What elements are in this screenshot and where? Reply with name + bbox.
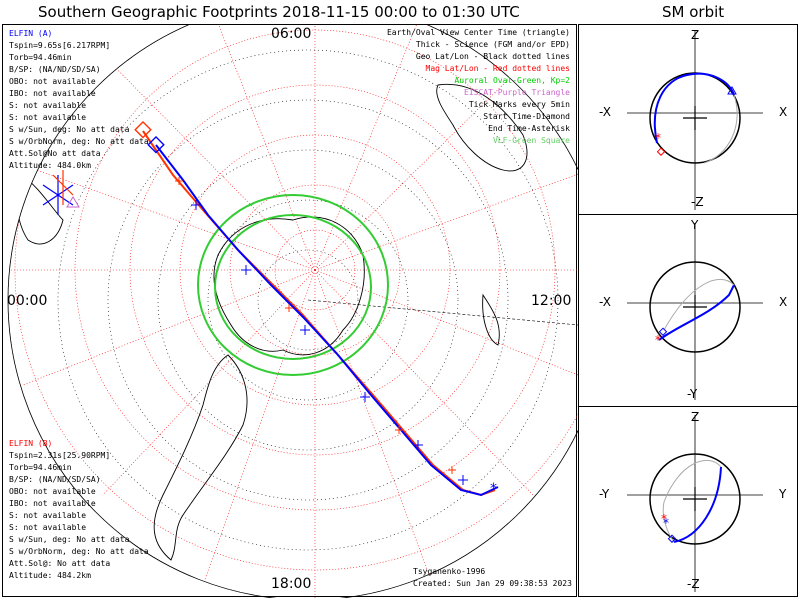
elfin-b-line: S: not available — [9, 511, 87, 520]
elfin-a-line: Altitude: 484.0km — [9, 161, 91, 170]
svg-text:*: * — [655, 131, 661, 145]
africa-outline — [16, 174, 64, 245]
view-center-icons — [42, 170, 74, 215]
elfin-b-line: Altitude: 484.2km — [9, 571, 91, 580]
legend-item: EISCAT-Purple Triangle — [464, 88, 570, 97]
elfin-b-line: OBO: not available — [9, 487, 96, 496]
elfin-a-footprint — [155, 144, 499, 497]
mag-grid-lines — [8, 25, 578, 598]
axis-left-label: -X — [599, 105, 611, 119]
orbit-plot-xz: * — [627, 31, 763, 210]
elfin-b-name: ELFIN (B) — [9, 439, 53, 448]
elfin-b-line: B/SP: (NA/ND/SD/SA) — [9, 475, 101, 484]
elfin-a-line: IBO: not available — [9, 89, 96, 98]
elfin-a-name: ELFIN (A) — [9, 29, 53, 38]
legend-item: Mag Lat/Lon - Red dotted lines — [425, 64, 571, 73]
axis-top-label: Z — [691, 28, 700, 42]
axis-right-label: X — [779, 105, 788, 119]
map-grid-group — [8, 25, 578, 598]
new-zealand-outline — [482, 293, 500, 346]
auroral-oval-inner — [214, 214, 372, 360]
elfin-b-line: S w/OrbNorm, deg: No att data — [9, 547, 149, 556]
elfin-b-line: Att.Sol@: No att data — [9, 559, 111, 568]
elfin-a-orbit — [658, 284, 735, 341]
footprint-map: * — [7, 25, 578, 598]
axis-top-label: Y — [691, 218, 699, 232]
legend-item: Geo Lat/Lon - Black dotted lines — [415, 52, 570, 61]
legend-item: Thick - Science (FGM and/or EPD) — [415, 40, 570, 49]
axis-left-label: -Y — [599, 487, 610, 501]
elfin-a-orbit — [653, 72, 735, 144]
elfin-a-start-diamond — [147, 135, 165, 154]
axis-top-label: Z — [691, 410, 700, 424]
clock-label-left: 00:00 — [7, 293, 48, 309]
legend-item: Start Time-Diamond — [483, 112, 570, 121]
elfin-a-orbit — [673, 466, 722, 543]
elfin-a-tick-marks — [191, 200, 468, 485]
credits: Tsyganenko-1996 Created: Sun Jan 29 09:3… — [413, 566, 572, 590]
elfin-a-end-asterisk: * — [490, 481, 497, 497]
elfin-a-line: Att.Sol@No att data — [9, 149, 101, 158]
orbit-plot-xy: * — [627, 223, 763, 400]
legend-item: Earth/Oval View Center Time (triangle) — [386, 28, 570, 37]
page-title: Southern Geographic Footprints 2018-11-1… — [38, 3, 520, 21]
elfin-a-line: B/SP: (NA/ND/SD/SA) — [9, 65, 101, 74]
svg-text:*: * — [655, 333, 661, 347]
geo-grid-lines — [8, 25, 578, 598]
orbit-shadow — [662, 459, 722, 543]
orbit-title: SM orbit — [662, 3, 725, 21]
axis-right-label: Y — [779, 487, 787, 501]
orbit-panel-xy: * Y -Y -X X — [578, 214, 798, 407]
elfin-b-line: S w/Sun, deg: No att data — [9, 535, 130, 544]
eiscat-triangle — [66, 196, 80, 208]
australia-outline — [436, 83, 528, 172]
legend-item: Auroral Oval-Green, Kp=2 — [454, 76, 570, 85]
elfin-a-info: ELFIN (A) Tspin=9.65s[6.217RPM] Torb=94.… — [9, 28, 149, 172]
elfin-a-line: S: not available — [9, 113, 87, 122]
auroral-oval-outer — [197, 194, 389, 376]
elfin-b-tick-marks — [175, 177, 456, 474]
axis-left-label: -X — [599, 295, 611, 309]
earth-circle — [649, 261, 741, 353]
elfin-b-start-diamond — [134, 120, 152, 139]
antarctica-outline — [213, 216, 365, 356]
clock-label-top: 06:00 — [271, 26, 312, 42]
elfin-b-footprint — [142, 130, 496, 497]
earth-circle — [649, 453, 741, 545]
elfin-a-line: S w/OrbNorm, deg: No att data — [9, 137, 149, 146]
model-credit: Tsyganenko-1996 — [413, 567, 486, 576]
created-credit: Created: Sun Jan 29 09:38:53 2023 — [413, 579, 572, 588]
axis-bottom-label: -Y — [687, 387, 698, 401]
map-boundary — [7, 25, 578, 598]
footprint-map-panel: * 06:00 00:00 12:00 18:00 Earth/Oval Vie… — [2, 24, 578, 598]
legend-item: Tick Marks every 5min — [468, 100, 570, 109]
elfin-b-line: Tspin=2.31s[25.90RPM] — [9, 451, 111, 460]
axis-bottom-label: -Z — [687, 577, 700, 591]
axis-right-label: X — [779, 295, 788, 309]
elfin-a-line: Tspin=9.65s[6.217RPM] — [9, 41, 111, 50]
elfin-b-line: Torb=94.46min — [9, 463, 72, 472]
elfin-a-line: Torb=94.46min — [9, 53, 72, 62]
meridian-line — [307, 299, 578, 326]
clock-label-bottom: 18:00 — [271, 576, 312, 592]
elfin-b-info: ELFIN (B) Tspin=2.31s[25.90RPM] Torb=94.… — [9, 438, 149, 582]
clock-label-right: 12:00 — [531, 293, 572, 309]
orbit-shadow — [663, 278, 735, 331]
elfin-b-line: S: not available — [9, 523, 87, 532]
map-legend: Earth/Oval View Center Time (triangle) T… — [387, 27, 570, 147]
axis-bottom-label: -Z — [691, 195, 704, 209]
svg-text:*: * — [663, 516, 669, 530]
south-america-outline — [153, 354, 248, 561]
elfin-a-line: S w/Sun, deg: No att data — [9, 125, 130, 134]
orbit-shadow — [703, 94, 738, 164]
elfin-a-line: OBO: not available — [9, 77, 96, 86]
orbit-panel-yz: * * Z -Z -Y Y — [578, 406, 798, 597]
elfin-b-line: IBO: not available — [9, 499, 96, 508]
orbit-panel-xz: * Z -Z -X X — [578, 24, 798, 215]
orbit-plot-yz: * * — [627, 415, 763, 592]
legend-item: End Time-Asterisk — [488, 124, 570, 133]
elfin-a-line: S: not available — [9, 101, 87, 110]
legend-item: VLF-Green Square — [492, 136, 570, 145]
svg-text:*: * — [661, 512, 667, 526]
